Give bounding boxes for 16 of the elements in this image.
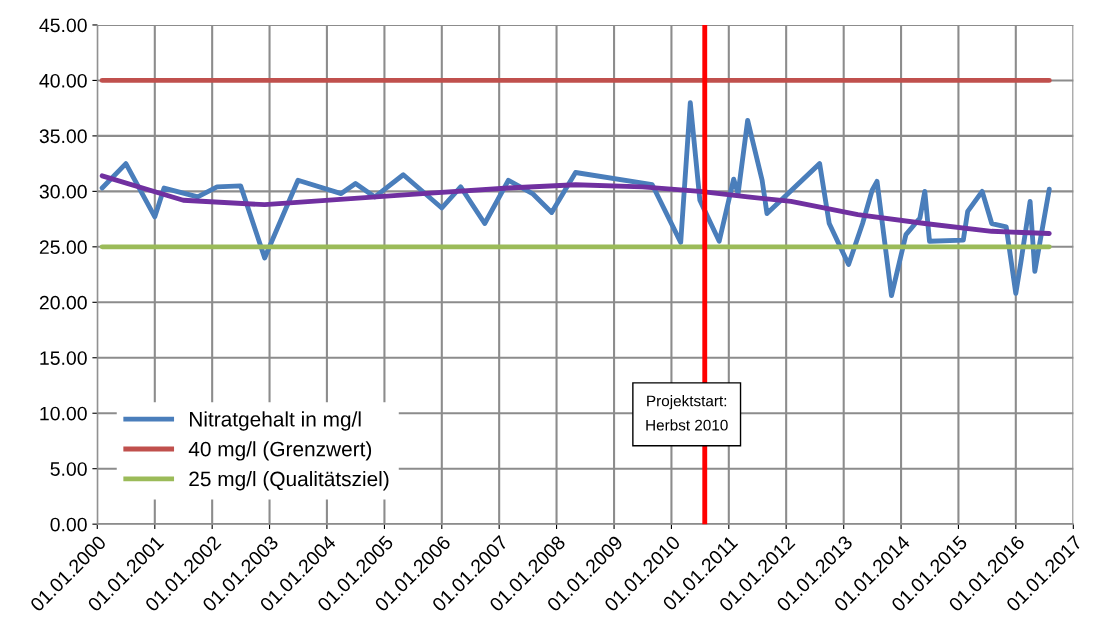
y-tick-label: 40.00 [39, 73, 87, 88]
y-tick-label: 10.00 [40, 406, 87, 421]
y-tick-label: 30.00 [39, 184, 87, 199]
legend-label: 40 mg/l (Grenzwert) [188, 441, 372, 461]
legend-label: Nitratgehalt in mg/l [190, 411, 361, 431]
legend-label: 25 mg/l (Qualitätsziel) [189, 471, 389, 491]
y-tick-label: 5.00 [50, 462, 87, 476]
y-tick-label: 0.00 [50, 517, 87, 532]
line-series [99, 100, 1052, 299]
ref-line-label: Projektstart: Herbst 2010 [646, 395, 728, 431]
y-tick-label: 15.00 [40, 351, 87, 365]
y-tick-label: 35.00 [39, 129, 87, 144]
y-tick-label: 20.00 [39, 295, 87, 310]
line-series [99, 173, 1052, 236]
y-tick-label: 25.00 [39, 240, 87, 255]
y-tick-label: 45.00 [39, 18, 87, 33]
